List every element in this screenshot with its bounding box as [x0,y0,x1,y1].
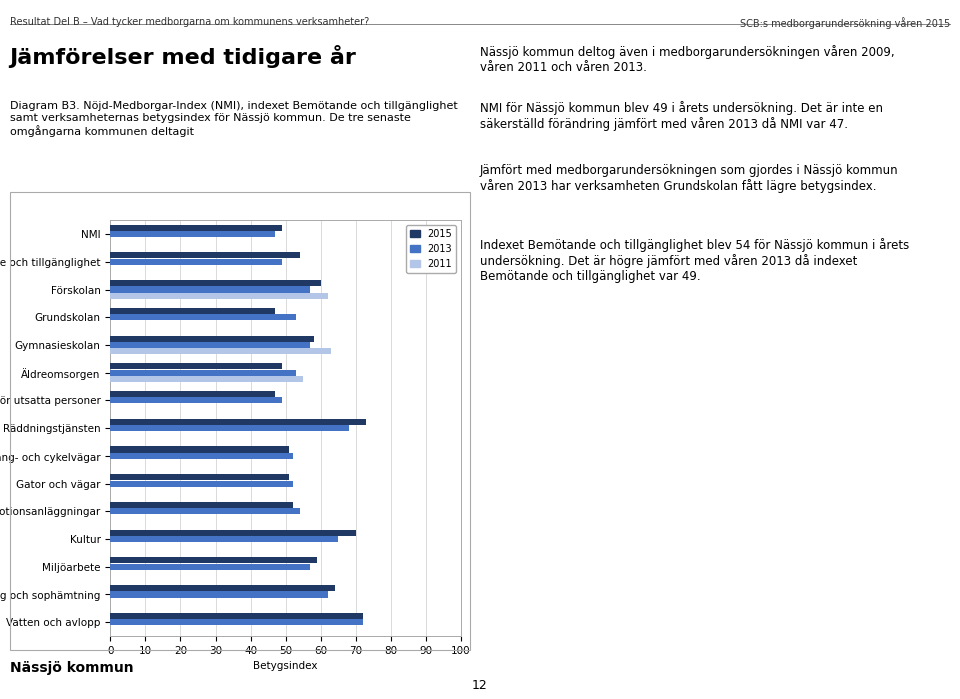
Text: NMI för Nässjö kommun blev 49 i årets undersökning. Det är inte en
säkerställd f: NMI för Nässjö kommun blev 49 i årets un… [480,101,883,131]
Bar [110,453,293,459]
Bar [110,370,296,376]
Bar [110,314,296,320]
Bar [110,363,282,369]
Bar [110,557,317,563]
Text: Diagram B3. Nöjd-Medborgar-Index (NMI), indexet Bemötande och tillgänglighet
sam: Diagram B3. Nöjd-Medborgar-Index (NMI), … [10,101,457,137]
Bar [110,391,276,397]
Bar [110,619,363,626]
Bar [110,591,327,598]
Bar [110,447,289,452]
Text: SCB:s medborgarundersökning våren 2015: SCB:s medborgarundersökning våren 2015 [740,17,950,29]
Text: Jämfört med medborgarundersökningen som gjordes i Nässjö kommun
våren 2013 har v: Jämfört med medborgarundersökningen som … [480,164,899,194]
Bar [110,530,355,535]
Bar [110,613,363,619]
Bar [110,536,338,542]
Legend: 2015, 2013, 2011: 2015, 2013, 2011 [406,225,456,273]
Bar [110,259,282,265]
Bar [110,293,327,299]
Text: 12: 12 [472,679,488,692]
Bar [110,280,321,286]
Text: Nässjö kommun deltog även i medborgarundersökningen våren 2009,
våren 2011 och v: Nässjö kommun deltog även i medborgarund… [480,45,895,74]
Bar [110,252,300,259]
X-axis label: Betygsindex: Betygsindex [253,661,318,671]
Bar [110,508,300,514]
Bar [110,419,366,425]
Bar [110,231,276,237]
Bar [110,563,310,570]
Text: Jämförelser med tidigare år: Jämförelser med tidigare år [10,45,356,69]
Bar [110,480,293,487]
Bar [110,336,314,342]
Text: Nässjö kommun: Nässjö kommun [10,661,133,675]
Bar [110,502,293,508]
Bar [110,425,348,431]
Bar [110,348,331,354]
Bar [110,585,335,591]
Bar [110,224,282,231]
Text: Indexet Bemötande och tillgänglighet blev 54 för Nässjö kommun i årets
undersökn: Indexet Bemötande och tillgänglighet ble… [480,238,909,283]
Bar [110,342,310,348]
Bar [110,474,289,480]
Text: Resultat Del B – Vad tycker medborgarna om kommunens verksamheter?: Resultat Del B – Vad tycker medborgarna … [10,17,369,27]
Bar [110,287,310,293]
Bar [110,308,276,314]
Bar [110,376,303,382]
Bar [110,397,282,403]
